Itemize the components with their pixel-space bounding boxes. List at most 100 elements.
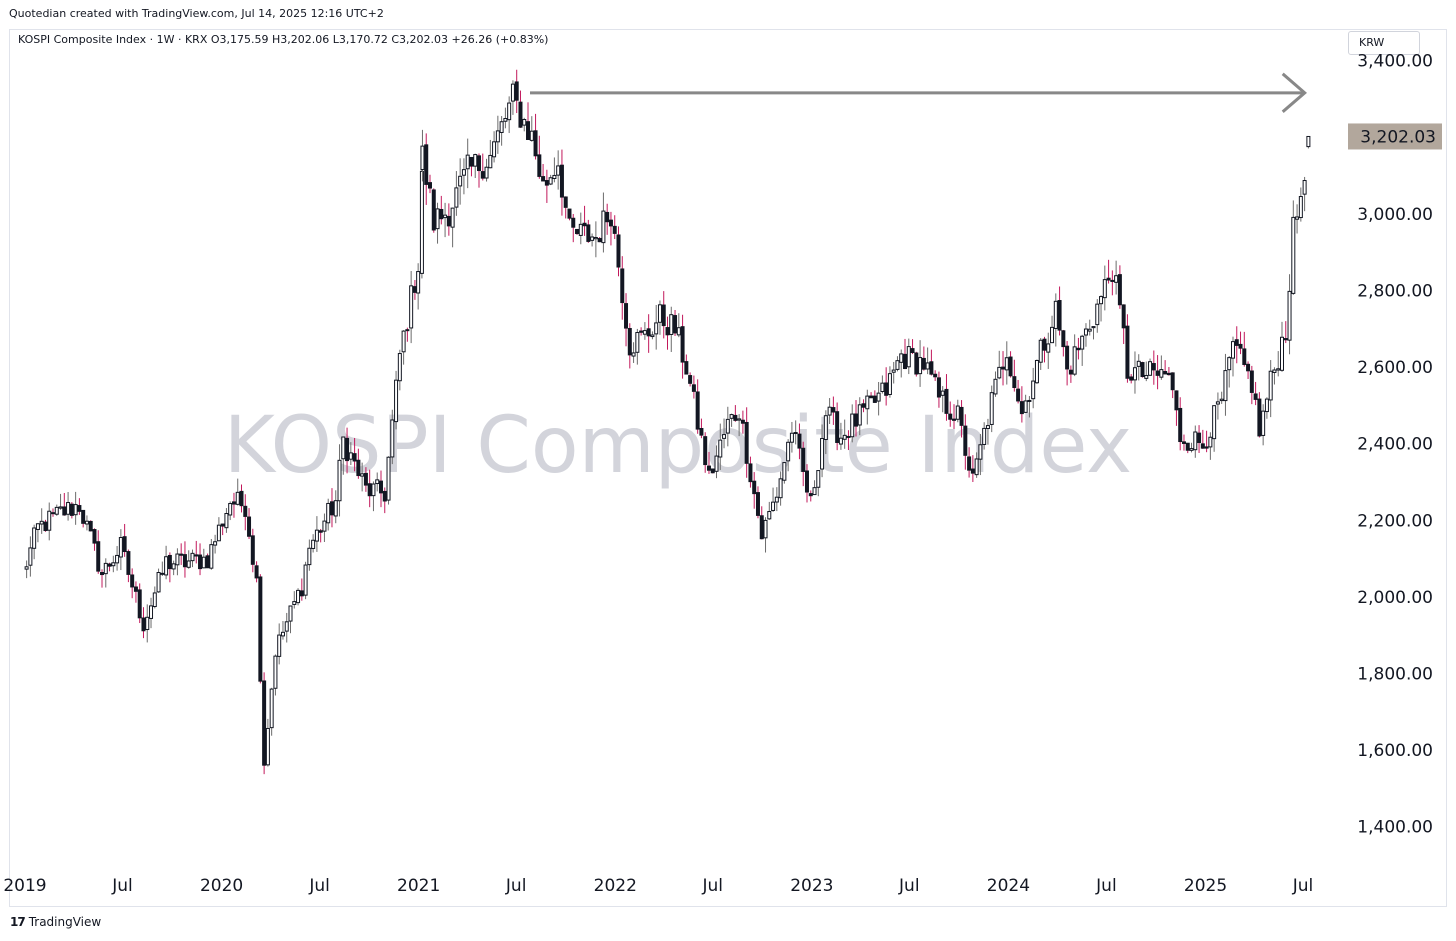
candle-body: [1174, 390, 1179, 411]
candle-body: [590, 236, 595, 241]
candle-body: [419, 170, 424, 274]
candles: [24, 69, 1311, 775]
symbol-legend[interactable]: KOSPI Composite Index · 1W · KRX O3,175.…: [18, 33, 549, 46]
candle-body: [771, 501, 776, 511]
candle-body: [1083, 328, 1088, 336]
candle-body: [461, 169, 466, 176]
candle-body: [676, 327, 681, 336]
candle-body: [356, 459, 361, 477]
candle-body: [1212, 405, 1217, 440]
watermark-layer: KOSPI Composite Index: [224, 401, 1132, 491]
candle-body: [1053, 300, 1058, 329]
candle-body: [137, 589, 142, 619]
candle-body: [1234, 339, 1239, 346]
candle-body: [914, 352, 919, 375]
y-axis[interactable]: 3,400.00 3,000.00 2,800.00 2,600.00 2,400.00…: [1357, 52, 1433, 838]
candle-body: [820, 438, 825, 470]
candle-body: [563, 196, 568, 208]
footer: 17 TradingView: [10, 915, 101, 929]
candle-body: [1208, 436, 1213, 448]
candle-body: [793, 432, 798, 435]
candle-body: [341, 436, 346, 460]
candle-body: [673, 315, 678, 334]
candle-body: [303, 564, 308, 596]
candle-body: [906, 346, 911, 368]
candle-body: [1008, 356, 1013, 377]
last-price-label-layer: 3,202.03: [1348, 123, 1442, 150]
candle-body: [367, 483, 372, 497]
candle-body: [250, 535, 255, 565]
candle-body: [1215, 401, 1220, 405]
candle-body: [1034, 359, 1039, 384]
x-axis[interactable]: 2019 Jul 2020 Jul 2021 Jul 2022 Jul 2023 Jul 2024 J…: [3, 876, 1313, 896]
candle-body: [88, 520, 93, 532]
x-tick-label: Jul: [505, 876, 527, 896]
y-tick-label: 3,400.00: [1357, 52, 1433, 72]
candle-body: [1189, 448, 1194, 451]
candle-body: [903, 353, 908, 370]
candle-body: [24, 566, 29, 570]
candle-body: [823, 415, 828, 441]
candle-body: [982, 427, 987, 445]
candle-body: [665, 327, 670, 336]
x-tick-label: Jul: [111, 876, 133, 896]
candle-body: [680, 326, 685, 363]
candle-body: [416, 271, 421, 294]
candle-body: [269, 688, 274, 729]
tradingview-logo-icon: 17: [10, 915, 26, 929]
candle-body: [360, 473, 365, 477]
candle-body: [842, 434, 847, 440]
candle-body: [427, 182, 432, 189]
candle-body: [740, 419, 745, 424]
candle-body: [1204, 446, 1209, 449]
candle-body: [220, 523, 225, 527]
candle-body: [39, 520, 44, 525]
x-tick-label: 2020: [200, 876, 243, 896]
candle-body: [235, 491, 240, 505]
x-tick-label: 2021: [397, 876, 440, 896]
candle-body: [329, 501, 334, 516]
candle-body: [333, 500, 338, 517]
candle-body: [284, 621, 289, 632]
candle-body: [657, 304, 662, 323]
candle-body: [405, 329, 410, 332]
currency-selector[interactable]: KRW: [1348, 31, 1420, 55]
candle-body: [190, 552, 195, 562]
candle-body: [737, 418, 742, 421]
candle-body: [1197, 432, 1202, 444]
candle-body: [1291, 216, 1296, 294]
candle-body: [948, 413, 953, 420]
candle-body: [1001, 366, 1006, 370]
candle-body: [865, 395, 870, 410]
candle-body: [755, 492, 760, 516]
candle-body: [397, 353, 402, 382]
candle-body: [216, 524, 221, 542]
candle-body: [910, 348, 915, 354]
candle-body: [952, 418, 957, 421]
candle-body: [431, 189, 436, 231]
candle-body: [835, 411, 840, 443]
candle-body: [978, 444, 983, 460]
candle-body: [292, 601, 297, 605]
candle-body: [1095, 303, 1100, 326]
candle-body: [1016, 388, 1021, 402]
candle-body: [669, 314, 674, 335]
candle-body: [1268, 370, 1273, 401]
candle-body: [695, 391, 700, 430]
candle-body: [548, 177, 553, 185]
y-tick-label: 1,400.00: [1357, 818, 1433, 838]
x-tick-label: 2023: [790, 876, 833, 896]
footer-brand[interactable]: TradingView: [28, 915, 102, 929]
candle-body: [167, 554, 172, 570]
candle-body: [944, 388, 949, 414]
candle-body: [869, 395, 874, 399]
candle-body: [337, 459, 342, 502]
candle-body: [884, 382, 889, 396]
candle-body: [1272, 369, 1277, 373]
candle-body: [1151, 363, 1156, 371]
candle-body: [627, 328, 632, 356]
candle-body: [544, 180, 549, 186]
candle-body: [620, 268, 625, 304]
candle-body: [1050, 326, 1055, 344]
